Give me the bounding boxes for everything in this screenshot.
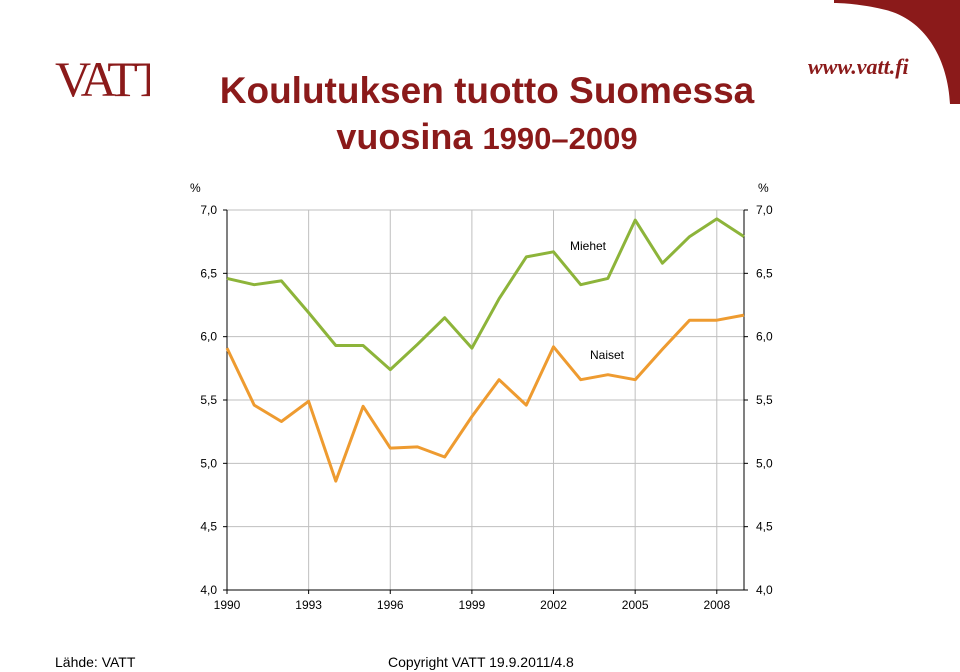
title-line-2: vuosina 1990–2009 <box>207 114 767 162</box>
svg-text:VATT: VATT <box>55 52 150 102</box>
right-y-tick-label: 4,5 <box>756 520 773 534</box>
series-line-naiset <box>225 313 745 483</box>
right-y-unit: % <box>758 181 769 195</box>
series-label-naiset: Naiset <box>590 348 625 362</box>
copyright-note: Copyright VATT 19.9.2011/4.8 <box>388 654 574 670</box>
x-tick-label: 1999 <box>459 598 486 612</box>
right-y-tick-label: 6,0 <box>756 330 773 344</box>
x-tick-label: 2002 <box>540 598 567 612</box>
series-line-miehet <box>226 217 745 372</box>
left-y-unit: % <box>190 181 201 195</box>
grid-layer <box>227 209 744 590</box>
title-line-1: Koulutuksen tuotto Suomessa <box>219 70 755 111</box>
labels-layer: Miehet Naiset <box>570 239 625 362</box>
series-label-miehet: Miehet <box>570 239 607 253</box>
left-y-tick-label: 5,5 <box>200 393 217 407</box>
x-tick-label: 1993 <box>295 598 322 612</box>
right-y-tick-label: 4,0 <box>756 583 773 597</box>
title-word: vuosina <box>336 116 473 157</box>
x-tick-label: 1996 <box>377 598 404 612</box>
corner-decoration <box>834 0 960 104</box>
left-y-tick-label: 4,0 <box>200 583 217 597</box>
series-layer <box>225 217 745 483</box>
left-y-tick-label: 6,0 <box>200 330 217 344</box>
source-note: Lähde: VATT <box>55 654 136 670</box>
page-title: Koulutuksen tuotto Suomessa vuosina 1990… <box>207 68 767 162</box>
left-y-tick-label: 5,0 <box>200 456 217 470</box>
ticks-layer: 1990 1993 1996 1999 2002 2005 2008 4,0 4,0 4,5 4,5… <box>200 203 773 612</box>
right-y-tick-label: 7,0 <box>756 203 773 217</box>
right-y-tick-label: 5,0 <box>756 456 773 470</box>
x-tick-label: 2005 <box>622 598 649 612</box>
left-y-tick-label: 6,5 <box>200 266 217 280</box>
x-tick-label: 2008 <box>703 598 730 612</box>
website-label: www.vatt.fi <box>808 54 909 79</box>
left-y-tick-label: 7,0 <box>200 203 217 217</box>
vatt-logo: VATT <box>55 52 150 102</box>
right-y-tick-label: 6,5 <box>756 266 773 280</box>
x-tick-label: 1990 <box>214 598 241 612</box>
title-years: 1990–2009 <box>482 121 638 156</box>
right-y-tick-label: 5,5 <box>756 393 773 407</box>
left-y-tick-label: 4,5 <box>200 520 217 534</box>
